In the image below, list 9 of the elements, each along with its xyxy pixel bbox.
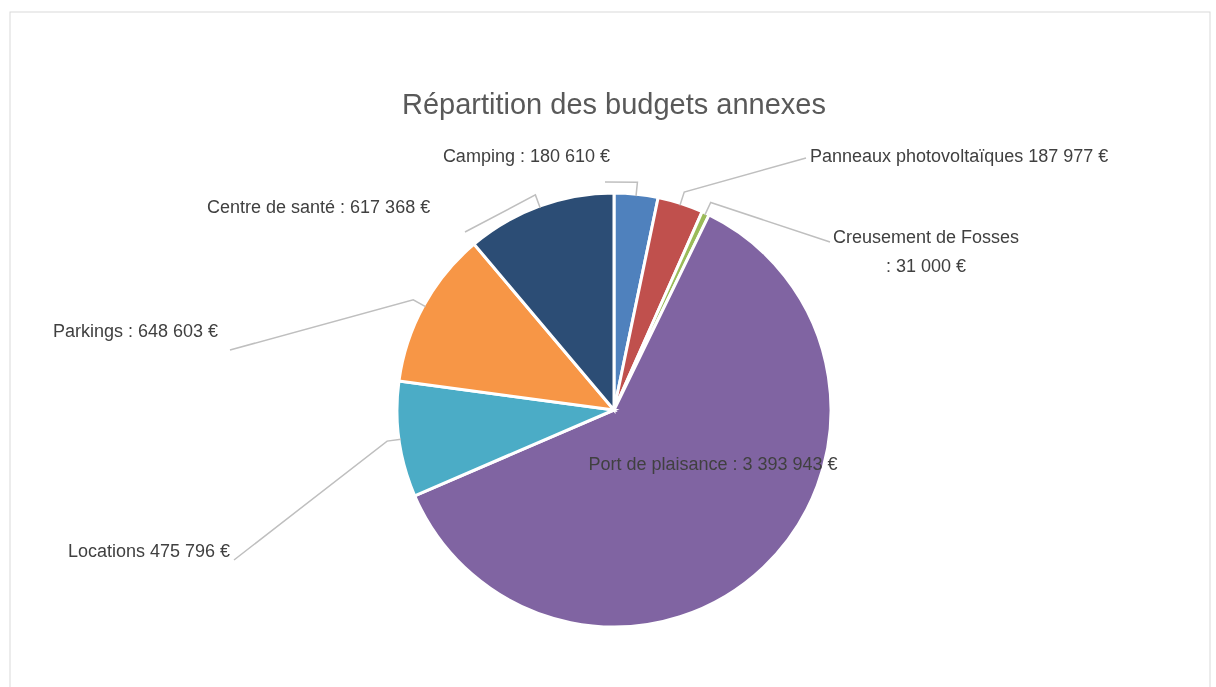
slice-label: Centre de santé : 617 368 € <box>207 197 431 217</box>
data-label: : 31 000 € <box>885 256 967 276</box>
slice-label: Panneaux photovoltaïques 187 977 € <box>810 146 1109 166</box>
slice-label: Locations 475 796 € <box>68 541 231 561</box>
slice-label: Parkings : 648 603 € <box>53 321 219 341</box>
slice-label: Port de plaisance : 3 393 943 € <box>588 454 838 474</box>
slice-label: Creusement de Fosses <box>832 227 1020 247</box>
chart-title: Répartition des budgets annexes <box>401 88 827 120</box>
slice-label: Camping : 180 610 € <box>442 146 610 166</box>
